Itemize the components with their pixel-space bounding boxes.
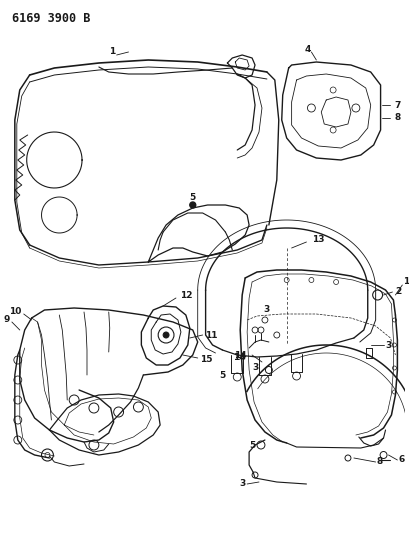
Text: 3: 3 [384,341,391,350]
Text: 14: 14 [232,353,245,362]
Text: 3: 3 [238,480,245,489]
Circle shape [189,202,195,208]
Text: 14: 14 [233,351,246,359]
Text: 3: 3 [263,305,270,314]
Circle shape [163,332,169,338]
Text: 6169 3900 B: 6169 3900 B [12,12,90,25]
Text: 3: 3 [251,364,258,373]
Text: 15: 15 [199,356,212,365]
Text: 11: 11 [204,330,217,340]
Text: 10: 10 [9,308,22,317]
Text: 6: 6 [398,456,404,464]
Text: 1: 1 [108,47,115,56]
Text: 8: 8 [393,114,400,123]
Text: 12: 12 [180,292,192,301]
Text: 5: 5 [189,193,196,203]
Text: 7: 7 [393,101,400,109]
Text: 8: 8 [376,457,382,466]
Text: 13: 13 [312,236,324,245]
Text: 1: 1 [402,278,409,287]
Text: 4: 4 [303,45,310,54]
Text: 2: 2 [394,287,401,296]
Text: 5: 5 [219,370,225,379]
Text: 9: 9 [4,316,10,325]
Text: 5: 5 [248,440,254,449]
